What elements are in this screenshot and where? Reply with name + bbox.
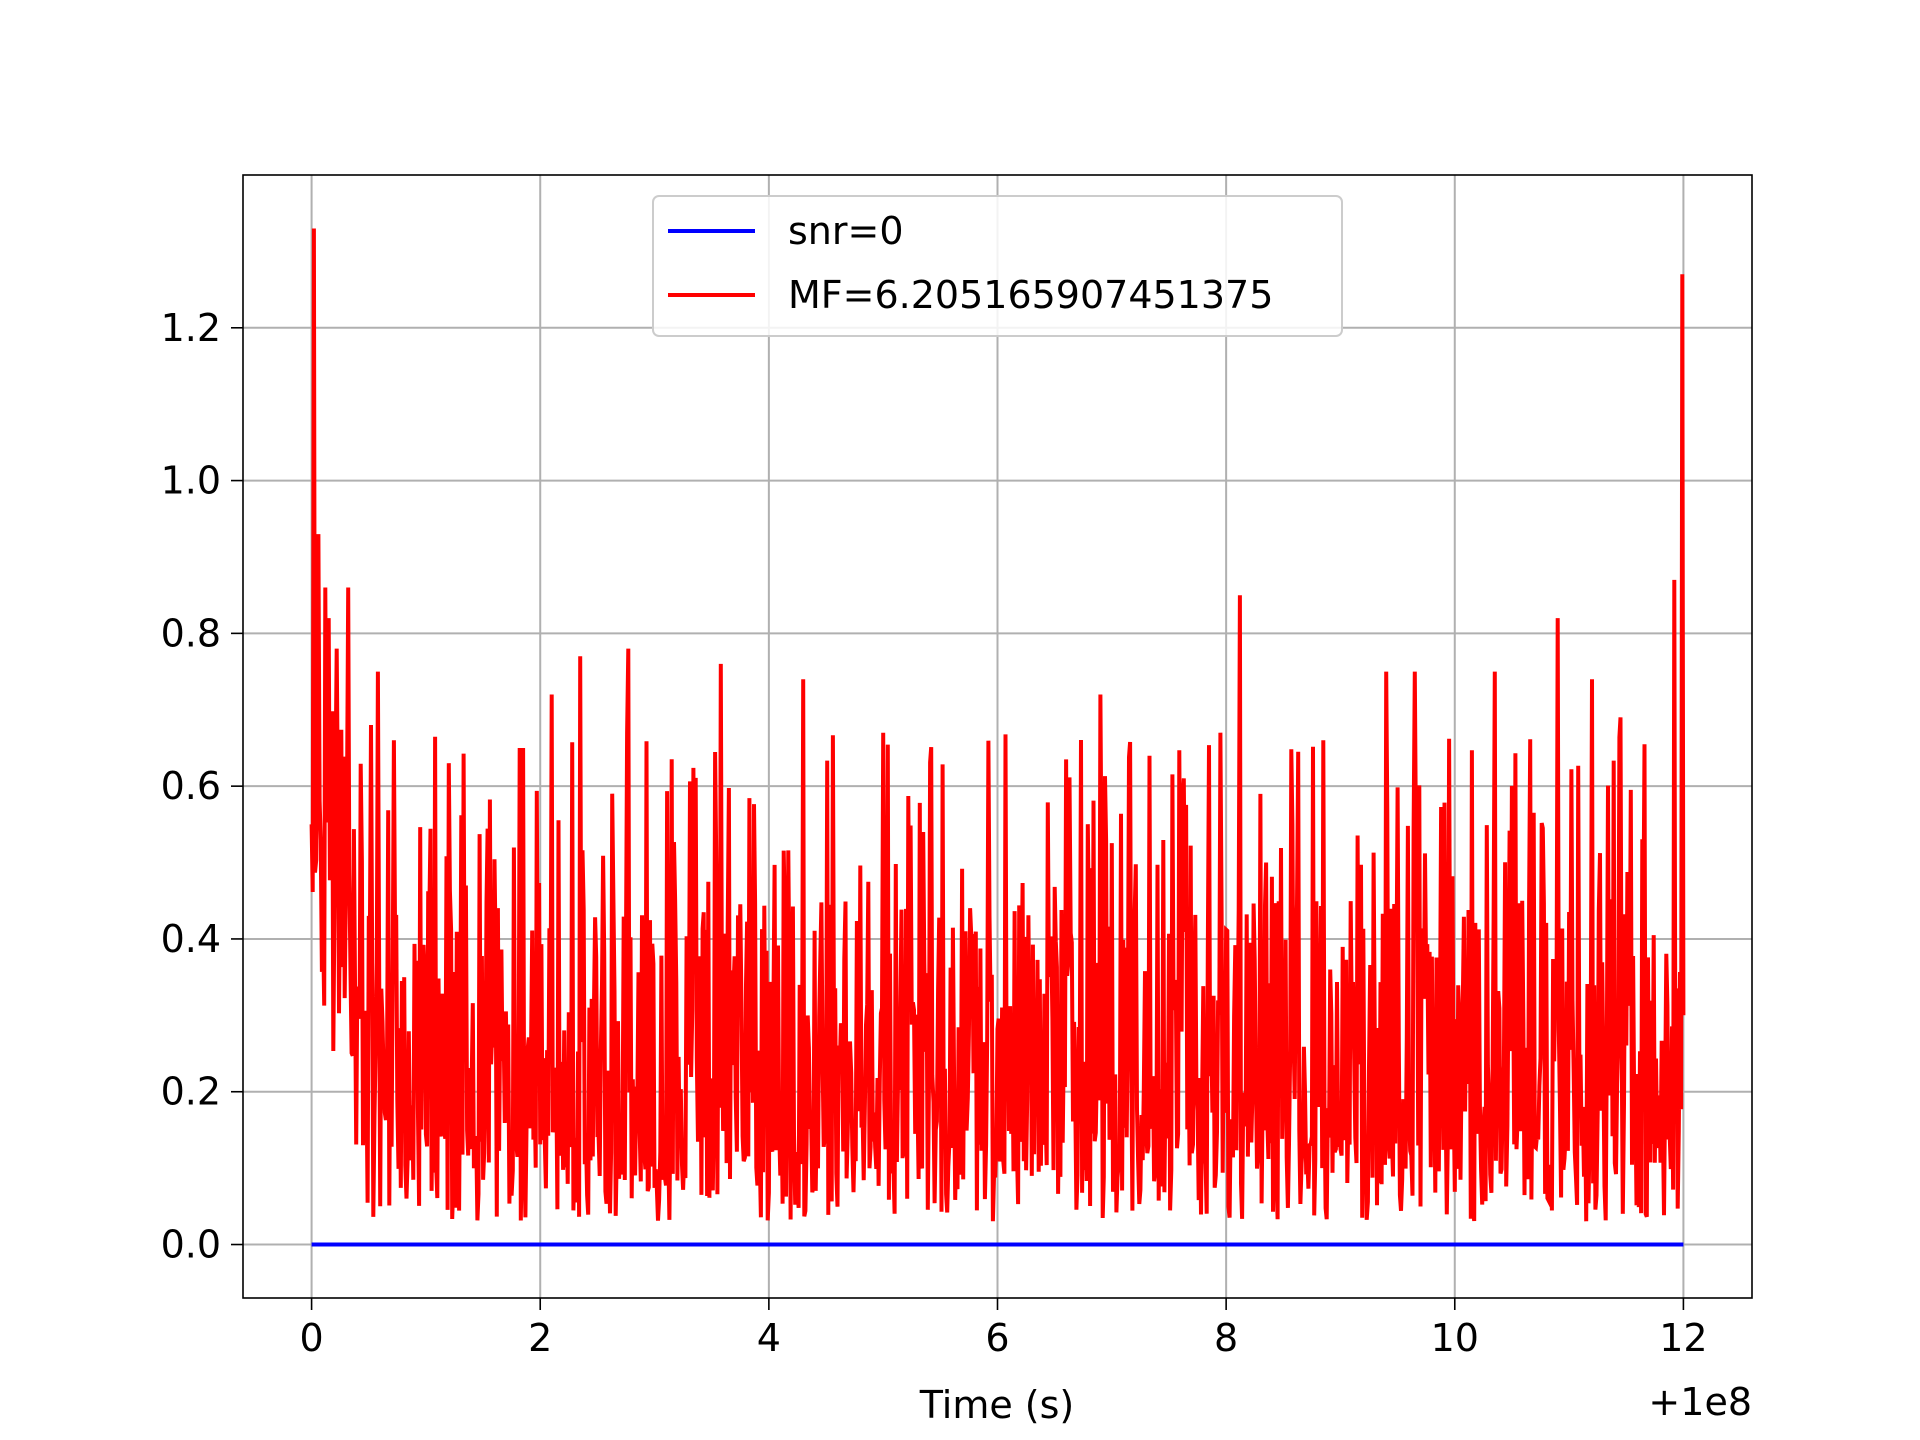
x-axis-ticks: 0 2 4 6 8 10 12 [299,1298,1708,1360]
y-tick-label: 1.2 [161,306,221,350]
y-tick-label: 0.2 [161,1070,221,1114]
x-tick-label: 10 [1431,1316,1479,1360]
legend: snr=0 MF=6.205165907451375 [652,195,1343,337]
series-layer [309,228,1686,1247]
x-tick-label: 12 [1659,1316,1707,1360]
y-tick-label: 1.0 [161,459,221,503]
legend-box [652,195,1343,337]
y-axis-ticks: 0.0 0.2 0.4 0.6 0.8 1.0 1.2 [161,306,243,1267]
x-axis-offset-label: +1e8 [1648,1380,1752,1424]
series-line-mf [309,228,1686,1222]
y-tick-label: 0.8 [161,611,221,655]
legend-label-mf: MF=6.205165907451375 [788,273,1273,317]
x-tick-label: 6 [985,1316,1009,1360]
x-tick-label: 2 [528,1316,552,1360]
y-tick-label: 0.0 [161,1223,221,1267]
x-axis-label: Time (s) [919,1383,1075,1427]
legend-label-snr: snr=0 [788,209,904,253]
y-tick-label: 0.4 [161,917,221,961]
x-tick-label: 4 [757,1316,781,1360]
x-tick-label: 0 [299,1316,323,1360]
x-tick-label: 8 [1214,1316,1238,1360]
y-tick-label: 0.6 [161,764,221,808]
